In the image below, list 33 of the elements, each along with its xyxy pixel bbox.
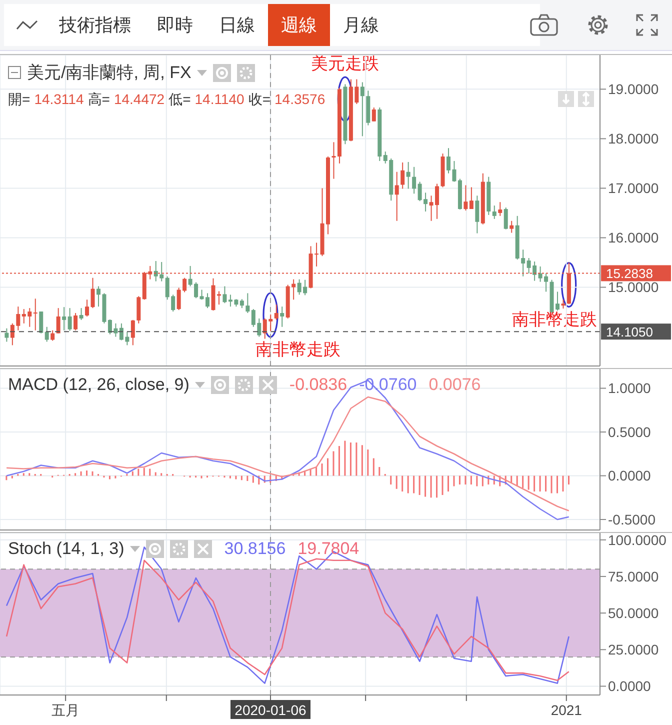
x-tick-label: 五月 [52, 702, 80, 718]
y-tick-label: 0.5000 [608, 424, 652, 440]
annotation: 開= 14.3114 高= 14.4472 低= 14.1140 收= 14.3576 [8, 91, 326, 107]
text: 即時 [156, 14, 194, 37]
annotation: 30.8156 [224, 539, 286, 559]
annotation: 19.7804 [298, 539, 360, 559]
y-tick-label: 16.0000 [608, 230, 659, 246]
y-tick-label: -0.5000 [608, 511, 656, 528]
x-tick-label: 2020-01-06 [234, 702, 307, 718]
annotation: 0.0076 [428, 375, 481, 395]
x-tick-label: 2021 [550, 702, 582, 718]
ref-line-label: 15.2838 [606, 266, 653, 282]
ref-line-label: 14.1050 [606, 324, 653, 340]
y-tick-label: 17.0000 [608, 180, 659, 196]
text: 美元/南非蘭特, 周, FX [27, 62, 192, 84]
y-tick-label: 0.0000 [608, 468, 652, 484]
text: 月線 [342, 14, 380, 37]
annotation: -0.0836 [289, 375, 348, 395]
y-tick-label: 75.0000 [608, 568, 659, 584]
chart-title: Stoch (14, 1, 3) [8, 539, 124, 559]
annotation: 南非幣走跌 [512, 310, 597, 329]
y-tick-label: 18.0000 [608, 130, 659, 147]
y-tick-label: 100.0000 [608, 532, 667, 548]
y-tick-label: 50.0000 [608, 605, 659, 622]
text: 週線 [268, 4, 330, 46]
y-tick-label: 1.0000 [608, 380, 652, 396]
y-tick-label: 19.0000 [608, 81, 659, 98]
y-tick-label: 25.0000 [608, 642, 659, 658]
y-tick-label: 15.0000 [608, 279, 659, 296]
text: 日線 [218, 14, 256, 37]
chart-title: MACD (12, 26, close, 9) [8, 375, 190, 395]
text: 技術指標 [58, 14, 132, 37]
y-tick-label: 0.0000 [608, 678, 652, 694]
